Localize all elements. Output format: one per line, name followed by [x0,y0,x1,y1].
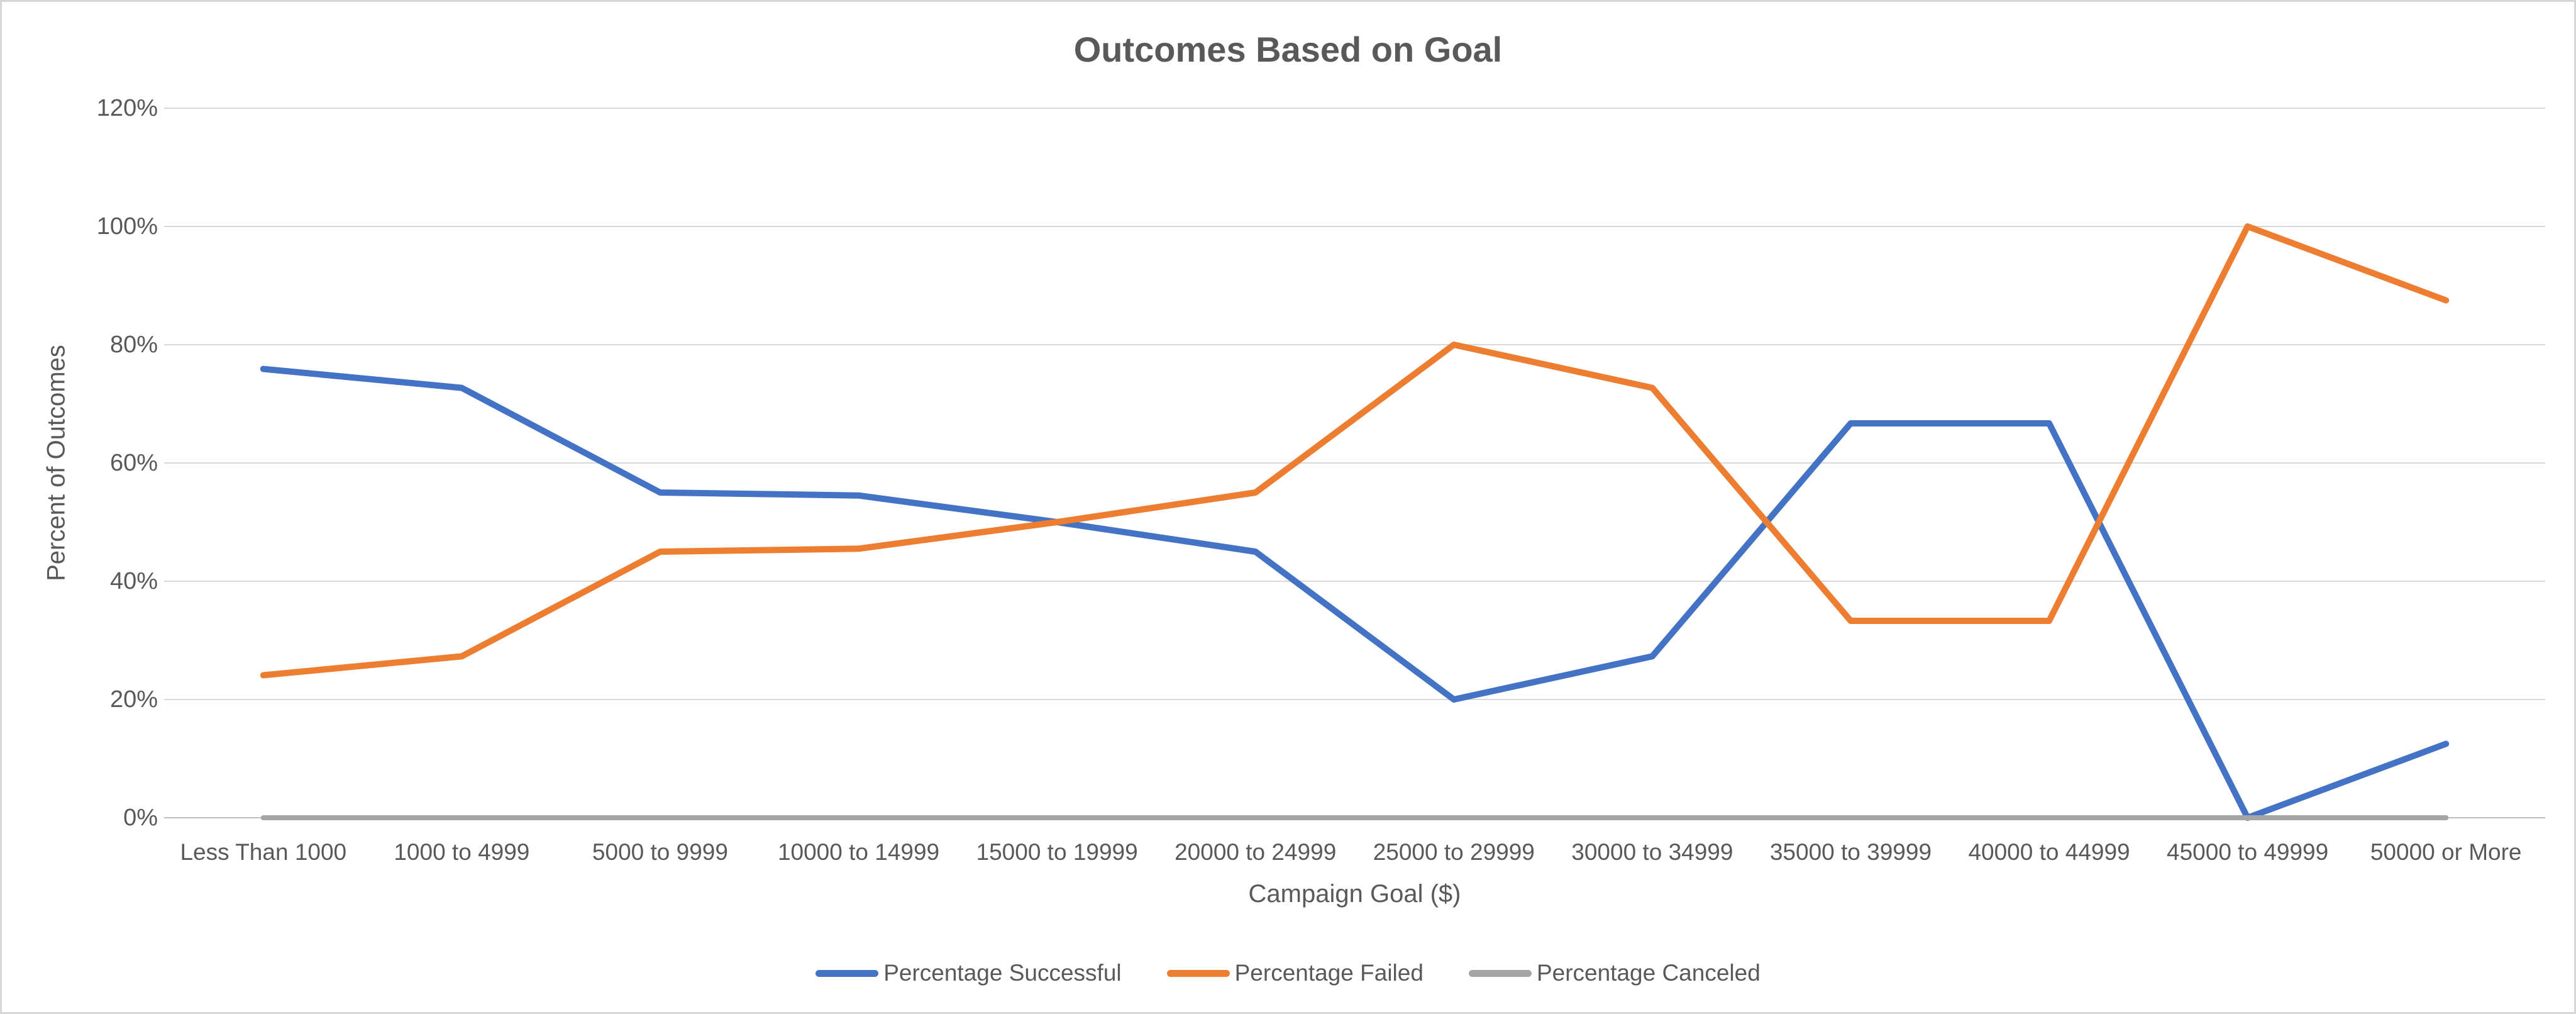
chart-title: Outcomes Based on Goal [1073,30,1503,69]
y-tick-label-20-: 20% [109,686,158,713]
y-tick-label-100-: 100% [96,213,158,240]
y-tick-label-40-: 40% [109,568,158,594]
chart-legend: Percentage Successful Percentage Failed Pe… [2,957,2574,989]
x-tick-label-45000-to-49999: 45000 to 49999 [2167,839,2329,865]
y-tick-label-60-: 60% [109,450,158,476]
x-tick-label-50000-or-more: 50000 or More [2370,839,2522,865]
legend-item-percentage-canceled: Percentage Canceled [1468,960,1761,986]
series-line-percentage-successful [260,365,2450,821]
series-lines [260,223,2450,821]
y-tick-label-80-: 80% [109,332,158,358]
x-axis-title: Campaign Goal ($) [1248,880,1461,908]
legend-item-percentage-failed: Percentage Failed [1166,960,1423,986]
legend-label-percentage-failed: Percentage Failed [1234,960,1423,986]
legend-swatch-percentage-canceled [1468,969,1532,977]
x-tick-label-15000-to-19999: 15000 to 19999 [976,839,1138,865]
legend-swatch-percentage-failed [1166,969,1230,977]
x-tick-label-less-than-1000: Less Than 1000 [180,839,347,865]
y-tick-label-120-: 120% [96,95,158,121]
x-tick-label-10000-to-14999: 10000 to 14999 [777,839,940,865]
x-tick-label-30000-to-34999: 30000 to 34999 [1571,839,1733,865]
gridlines [164,108,2545,818]
x-tick-label-5000-to-9999: 5000 to 9999 [592,839,728,865]
x-tick-label-25000-to-29999: 25000 to 29999 [1373,839,1535,865]
x-tick-label-35000-to-39999: 35000 to 39999 [1769,839,1932,865]
series-line-percentage-failed [260,223,2450,679]
y-tick-label-0-: 0% [123,805,158,831]
x-tick-label-1000-to-4999: 1000 to 4999 [394,839,530,865]
legend-item-percentage-successful: Percentage Successful [815,960,1122,986]
legend-label-percentage-successful: Percentage Successful [883,960,1122,986]
legend-label-percentage-canceled: Percentage Canceled [1536,960,1761,986]
legend-swatch-percentage-successful [815,969,879,977]
x-tick-label-40000-to-44999: 40000 to 44999 [1968,839,2130,865]
x-tick-label-20000-to-24999: 20000 to 24999 [1175,839,1337,865]
